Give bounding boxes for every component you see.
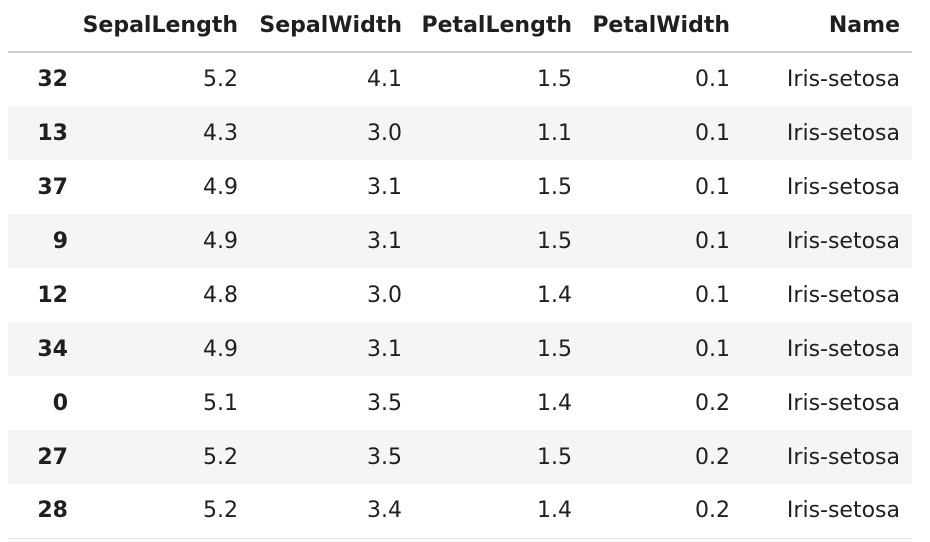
dataframe-table: SepalLength SepalWidth PetalLength Petal…	[8, 0, 912, 539]
row-index: 28	[8, 484, 80, 539]
cell-sepal-length: 5.2	[203, 67, 238, 92]
cell-name: Iris-setosa	[786, 390, 900, 416]
row-index: 13	[37, 120, 68, 146]
table-row: 9 4.9 3.1 1.5 0.1 Iris-setosa	[8, 214, 912, 268]
table-header: SepalLength SepalWidth PetalLength Petal…	[8, 0, 912, 53]
row-index: 27	[37, 444, 68, 470]
cell-name: Iris-setosa	[786, 282, 900, 308]
cell-petal-width: 0.1	[695, 67, 730, 92]
header-sepal-width: SepalWidth	[250, 0, 414, 53]
cell-sepal-length: 4.3	[203, 120, 238, 146]
cell-petal-width: 0.1	[695, 228, 730, 254]
cell-sepal-width: 3.1	[367, 336, 402, 362]
cell-name: Iris-setosa	[786, 228, 900, 254]
header-name: Name	[742, 0, 912, 53]
cell-petal-length: 1.5	[537, 174, 572, 200]
table-row: 28 5.2 3.4 1.4 0.2 Iris-setosa	[8, 484, 912, 539]
table-row: 13 4.3 3.0 1.1 0.1 Iris-setosa	[8, 106, 912, 160]
cell-petal-width: 0.2	[695, 444, 730, 470]
cell-sepal-width: 3.1	[367, 174, 402, 200]
cell-petal-length: 1.5	[537, 228, 572, 254]
cell-petal-width: 0.2	[695, 390, 730, 416]
table-row: 27 5.2 3.5 1.5 0.2 Iris-setosa	[8, 430, 912, 484]
cell-petal-length: 1.1	[537, 120, 572, 146]
row-index: 32	[37, 67, 68, 92]
cell-petal-width: 0.1	[695, 120, 730, 146]
cell-sepal-width: 3.0	[367, 120, 402, 146]
cell-sepal-length: 4.9	[203, 174, 238, 200]
cell-sepal-length: 5.2	[203, 444, 238, 470]
cell-petal-width: 0.1	[695, 336, 730, 362]
cell-petal-length: 1.4	[414, 484, 584, 539]
cell-petal-width: 0.1	[695, 174, 730, 200]
cell-petal-length: 1.5	[537, 67, 572, 92]
header-row: SepalLength SepalWidth PetalLength Petal…	[8, 0, 912, 53]
cell-sepal-width: 3.5	[367, 444, 402, 470]
cell-name: Iris-setosa	[786, 174, 900, 200]
cell-name: Iris-setosa	[786, 67, 900, 92]
row-index: 9	[52, 228, 68, 254]
cell-sepal-length: 4.9	[203, 336, 238, 362]
row-index: 37	[37, 174, 68, 200]
header-petal-width: PetalWidth	[584, 0, 742, 53]
cell-name: Iris-setosa	[742, 484, 912, 539]
cell-name: Iris-setosa	[786, 336, 900, 362]
row-index: 0	[52, 390, 68, 416]
header-sepal-length: SepalLength	[80, 0, 250, 53]
row-index: 34	[37, 336, 68, 362]
cell-petal-length: 1.4	[537, 282, 572, 308]
row-index: 12	[37, 282, 68, 308]
table-row: 32 5.2 4.1 1.5 0.1 Iris-setosa	[8, 52, 912, 106]
cell-petal-length: 1.4	[537, 390, 572, 416]
cell-sepal-length: 4.9	[203, 228, 238, 254]
header-petal-length: PetalLength	[414, 0, 584, 53]
cell-sepal-width: 3.1	[367, 228, 402, 254]
cell-sepal-length: 5.1	[203, 390, 238, 416]
table-row: 12 4.8 3.0 1.4 0.1 Iris-setosa	[8, 268, 912, 322]
table-row: 0 5.1 3.5 1.4 0.2 Iris-setosa	[8, 376, 912, 430]
cell-sepal-length: 4.8	[203, 282, 238, 308]
cell-sepal-width: 3.4	[250, 484, 414, 539]
cell-sepal-width: 3.5	[367, 390, 402, 416]
cell-petal-length: 1.5	[537, 336, 572, 362]
cell-petal-length: 1.5	[537, 444, 572, 470]
cell-petal-width: 0.1	[695, 282, 730, 308]
table-row: 34 4.9 3.1 1.5 0.1 Iris-setosa	[8, 322, 912, 376]
cell-petal-width: 0.2	[584, 484, 742, 539]
table-body: 32 5.2 4.1 1.5 0.1 Iris-setosa 13 4.3 3.…	[8, 52, 912, 539]
cell-sepal-width: 4.1	[367, 67, 402, 92]
cell-name: Iris-setosa	[786, 444, 900, 470]
cell-sepal-length: 5.2	[80, 484, 250, 539]
table-row: 37 4.9 3.1 1.5 0.1 Iris-setosa	[8, 160, 912, 214]
header-index	[8, 0, 80, 53]
cell-name: Iris-setosa	[786, 120, 900, 146]
cell-sepal-width: 3.0	[367, 282, 402, 308]
